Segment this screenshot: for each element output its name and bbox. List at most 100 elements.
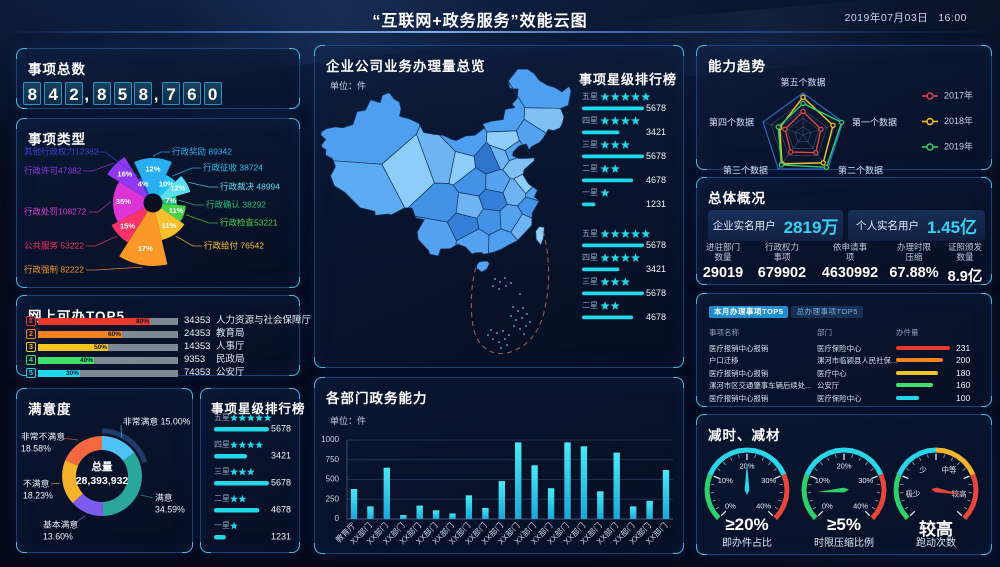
star-row-bar[interactable]	[214, 535, 226, 540]
dept-bar[interactable]	[465, 495, 473, 519]
star-row-label: 四星	[582, 116, 598, 125]
star-row-bar[interactable]	[582, 267, 620, 272]
rose-slice[interactable]	[153, 203, 185, 240]
table-header: 部门	[817, 328, 832, 337]
dept-bar[interactable]	[432, 510, 440, 519]
department-label: 教育局	[216, 328, 245, 339]
bar-fill[interactable]: 30%	[38, 369, 80, 377]
bar-fill[interactable]: 60%	[38, 330, 122, 338]
panel-capability-trend: 能力趋势 第五个数据 第一个数据 第二个数据 第三个数据 第四个数据 2017年 2018年…	[696, 45, 992, 175]
rose-slice[interactable]	[107, 157, 153, 203]
tab-month-top5[interactable]: 本月办理事项TOP5	[709, 306, 789, 318]
bar-fill[interactable]: 80%	[38, 317, 150, 325]
rose-slice[interactable]	[112, 181, 153, 222]
bar-fill[interactable]: 50%	[38, 343, 108, 351]
table-cell-bar[interactable]	[896, 370, 939, 375]
donut-slice[interactable]	[102, 436, 135, 461]
dept-bar[interactable]	[515, 442, 522, 519]
donut-slice[interactable]	[65, 436, 102, 466]
star-row-bar[interactable]	[214, 454, 248, 459]
dept-bar[interactable]	[482, 507, 489, 519]
star-row-bar[interactable]	[582, 154, 644, 159]
gauge-tick	[871, 506, 876, 510]
star-row-bar[interactable]	[582, 315, 634, 320]
star-row-bar[interactable]	[214, 508, 260, 513]
dept-bar[interactable]	[383, 467, 390, 520]
legend-label[interactable]: 2018年	[944, 115, 973, 126]
star-icon	[255, 440, 264, 449]
rose-slice[interactable]	[111, 203, 153, 243]
gauge-tick	[900, 483, 904, 486]
donut-label-connector	[140, 494, 154, 499]
map-province[interactable]	[502, 157, 535, 180]
legend-label[interactable]: 2019年	[944, 140, 973, 151]
dept-bar[interactable]	[580, 446, 588, 519]
donut-slice[interactable]	[72, 493, 104, 517]
map-province[interactable]	[516, 118, 547, 155]
map-province[interactable]	[320, 92, 421, 165]
donut-slice[interactable]	[62, 460, 83, 504]
rank-badge: 3	[26, 342, 36, 352]
gauge-tick	[871, 475, 878, 480]
legend-label[interactable]: 2017年	[944, 89, 973, 100]
star-row-bar[interactable]	[582, 178, 634, 183]
rose-percent-label: 7%	[165, 196, 176, 205]
map-province[interactable]	[523, 107, 565, 134]
dept-bar[interactable]	[597, 491, 604, 519]
rose-slice[interactable]	[153, 176, 191, 203]
dept-bar[interactable]	[350, 489, 358, 519]
star-row-bar[interactable]	[214, 481, 269, 486]
star-row-value: 5678	[271, 424, 291, 434]
rank-badge: 4	[26, 355, 36, 365]
star-icon	[246, 467, 255, 476]
table-cell-bar[interactable]	[896, 383, 934, 388]
dept-bar[interactable]	[498, 481, 505, 519]
radar-series[interactable]	[784, 110, 822, 154]
rose-slice[interactable]	[119, 203, 168, 267]
map-province[interactable]	[455, 228, 490, 255]
dept-bar[interactable]	[367, 506, 374, 519]
map-province[interactable]	[507, 68, 572, 109]
map-province[interactable]	[414, 216, 457, 257]
tab-total-top5[interactable]: 总办理事项TOP5	[791, 306, 863, 318]
star-row-bar[interactable]	[214, 427, 269, 432]
rose-label-connector	[89, 201, 112, 213]
gauge-needle	[817, 487, 849, 493]
dept-bar[interactable]	[531, 465, 538, 519]
star-row-bar[interactable]	[582, 243, 644, 248]
star-row-bar[interactable]	[582, 106, 644, 111]
y-axis-tick-label: 0	[335, 514, 340, 523]
table-cell-bar[interactable]	[896, 395, 920, 400]
overview-box-label: 企业实名用户	[712, 220, 776, 232]
star-row-bar[interactable]	[582, 202, 596, 207]
dept-bar[interactable]	[613, 452, 620, 519]
rose-slice[interactable]	[134, 158, 172, 203]
panel-title: 事项总数	[28, 62, 86, 77]
map-province[interactable]	[476, 260, 490, 273]
dept-bar[interactable]	[564, 442, 571, 519]
map-province[interactable]	[439, 127, 488, 157]
dept-bar[interactable]	[416, 505, 423, 519]
stat-value: 679902	[757, 265, 807, 281]
table-cell-bar[interactable]	[896, 358, 943, 363]
dept-bar[interactable]	[662, 470, 670, 519]
dept-bar[interactable]	[449, 513, 456, 520]
star-row-bar[interactable]	[582, 291, 644, 296]
bar-fill[interactable]: 40%	[38, 356, 94, 364]
dept-bar[interactable]	[646, 500, 653, 519]
star-row-bar[interactable]	[582, 130, 620, 135]
dept-bar[interactable]	[547, 488, 555, 519]
rose-percent-label: 10%	[159, 179, 174, 188]
table-cell-bar[interactable]	[896, 346, 950, 350]
legend-marker	[926, 92, 934, 100]
map-province[interactable]	[535, 226, 545, 246]
digit-separator: ,	[84, 85, 90, 104]
donut-slice[interactable]	[102, 452, 143, 516]
star-row-label: 一星	[214, 521, 230, 530]
map-list-title: 事项星级排行榜	[579, 72, 678, 87]
digit-box: 7	[162, 82, 181, 105]
dept-bar[interactable]	[400, 515, 407, 520]
radar-series[interactable]	[777, 102, 843, 169]
dept-bar[interactable]	[630, 506, 637, 519]
map-province[interactable]	[488, 228, 518, 254]
